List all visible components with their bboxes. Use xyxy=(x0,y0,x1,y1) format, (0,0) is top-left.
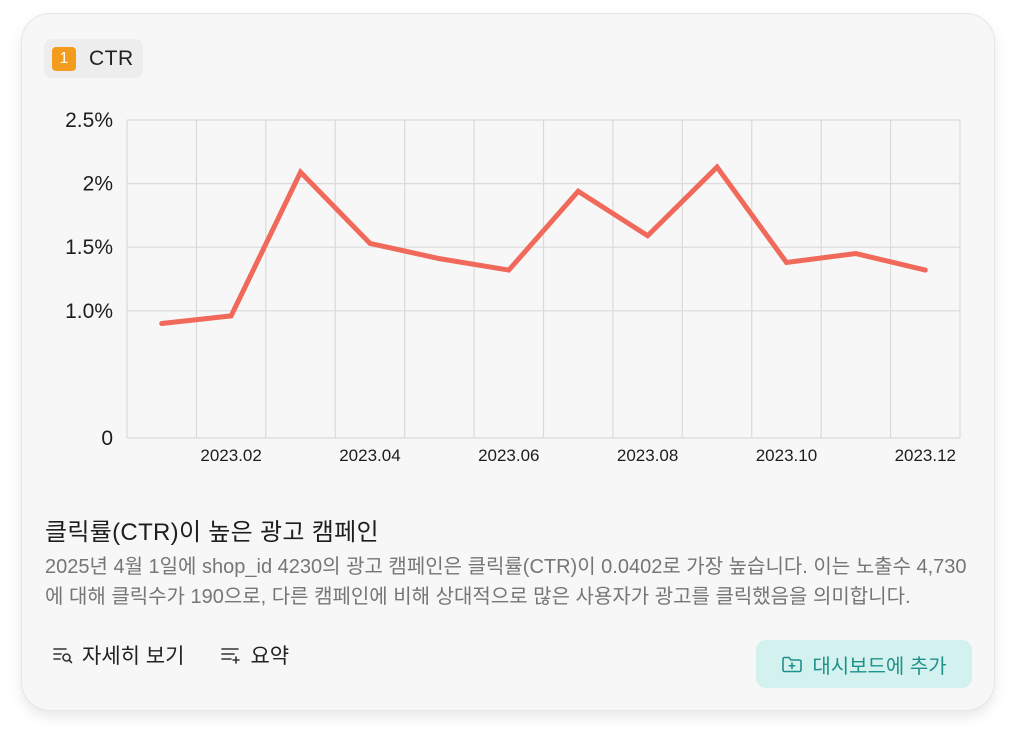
x-tick-label: 2023.06 xyxy=(478,446,539,465)
list-search-icon xyxy=(53,648,73,664)
y-tick-label: 2.5% xyxy=(65,109,113,132)
chart-series xyxy=(159,163,928,327)
data-point xyxy=(229,313,234,318)
y-tick-label: 2% xyxy=(83,173,113,196)
y-tick-label: 0 xyxy=(101,427,113,450)
x-tick-label: 2023.08 xyxy=(617,446,678,465)
summary-button[interactable]: 요약 xyxy=(220,640,289,670)
summary-label: 요약 xyxy=(250,645,290,668)
card-title: 클릭률(CTR)이 높은 광고 캠페인 xyxy=(45,519,379,546)
y-tick-label: 1.5% xyxy=(65,236,113,259)
x-tick-label: 2023.02 xyxy=(200,446,261,465)
metric-label: CTR xyxy=(89,46,134,70)
data-point xyxy=(506,268,511,273)
data-point xyxy=(576,189,581,194)
add-to-dashboard-button[interactable]: 대시보드에 추가 xyxy=(756,640,972,688)
add-to-dashboard-label: 대시보드에 추가 xyxy=(812,655,947,678)
x-tick-label: 2023.12 xyxy=(895,446,956,465)
rank-number: 1 xyxy=(52,46,76,71)
series-line xyxy=(159,163,928,327)
data-point xyxy=(645,233,650,238)
data-point xyxy=(298,170,303,175)
data-point xyxy=(159,321,164,326)
data-point xyxy=(437,256,442,261)
data-point xyxy=(853,251,858,256)
y-axis: 0 1.0% 1.5% 2% 2.5% xyxy=(65,109,113,450)
x-tick-label: 2023.10 xyxy=(756,446,817,465)
folder-plus-icon xyxy=(782,656,803,673)
card-description: 2025년 4월 1일에 shop_id 4230의 광고 캠페인은 클릭률(C… xyxy=(45,556,967,608)
y-tick-label: 1.0% xyxy=(65,300,113,323)
data-point xyxy=(784,260,789,265)
metric-badge: 1 CTR xyxy=(44,39,143,78)
details-button[interactable]: 자세히 보기 xyxy=(52,640,184,670)
data-point xyxy=(923,268,928,273)
data-point xyxy=(715,165,720,170)
insight-card: 0 1.0% 1.5% 2% 2.5% 2023.02 2023.04 2023.06 202… xyxy=(22,14,994,710)
ctr-line-chart: 01.0%1.5%2%2.5% 2023.02 2023.04 2023.06 202… xyxy=(65,109,961,465)
x-tick-label: 2023.04 xyxy=(339,446,400,465)
data-point xyxy=(367,241,372,246)
list-sparkle-icon xyxy=(221,648,241,664)
details-label: 자세히 보기 xyxy=(82,645,185,668)
x-axis: 2023.02 2023.04 2023.06 2023.08 2023.10 2023.… xyxy=(200,446,956,465)
chart-grid xyxy=(126,119,961,439)
card-actions: 자세히 보기 요약 xyxy=(52,640,289,670)
